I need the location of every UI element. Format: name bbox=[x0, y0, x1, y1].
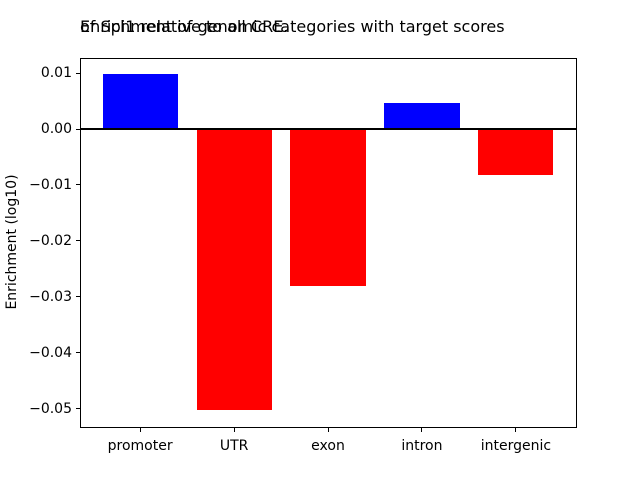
x-tick-mark bbox=[233, 428, 235, 432]
y-tick-label: −0.02 bbox=[29, 232, 72, 249]
x-tick-label: intron bbox=[401, 438, 443, 454]
y-tick-label: 0.01 bbox=[40, 65, 72, 82]
chart-title-line-2: of Spi1 relative to all CRE. bbox=[80, 17, 289, 36]
y-tick-mark bbox=[76, 184, 80, 186]
bar-promoter bbox=[102, 74, 178, 129]
x-tick-mark bbox=[327, 428, 329, 432]
y-tick-label: −0.05 bbox=[29, 400, 72, 417]
y-tick-label: −0.01 bbox=[29, 176, 72, 193]
y-tick-mark bbox=[76, 72, 80, 74]
y-tick-mark bbox=[76, 352, 80, 354]
bar-UTR bbox=[196, 129, 272, 411]
y-tick-label: −0.03 bbox=[29, 288, 72, 305]
x-tick-label: promoter bbox=[107, 438, 173, 454]
chart-title-line-1: Enrichment of genomic categories with ta… bbox=[80, 17, 505, 36]
x-tick-label: intergenic bbox=[480, 438, 552, 454]
bar-intron bbox=[384, 103, 460, 129]
y-tick-mark bbox=[76, 128, 80, 130]
x-tick-mark bbox=[421, 428, 423, 432]
x-tick-mark bbox=[515, 428, 517, 432]
y-tick-mark bbox=[76, 240, 80, 242]
x-tick-mark bbox=[139, 428, 141, 432]
y-tick-label: 0.00 bbox=[40, 121, 72, 137]
bar-intergenic bbox=[478, 129, 554, 175]
y-tick-label: −0.04 bbox=[29, 344, 72, 361]
x-tick-label: UTR bbox=[219, 438, 249, 454]
bar-exon bbox=[290, 129, 366, 286]
y-tick-mark bbox=[76, 408, 80, 410]
zero-line bbox=[80, 128, 577, 130]
y-tick-mark bbox=[76, 296, 80, 298]
x-tick-label: exon bbox=[311, 438, 345, 454]
